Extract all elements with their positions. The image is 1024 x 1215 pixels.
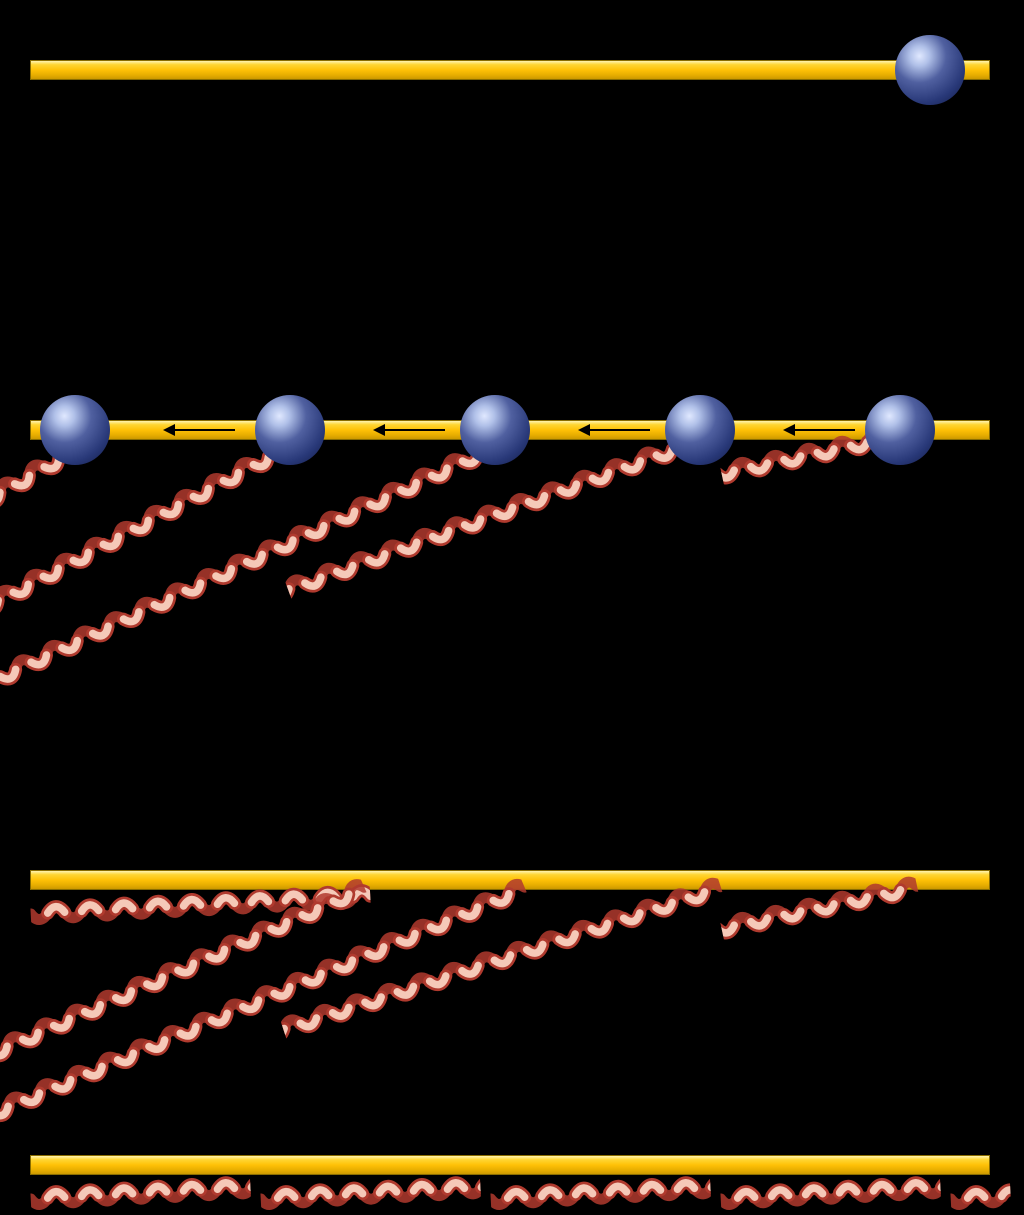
polymerase-sphere [865, 395, 935, 465]
polymerase-sphere [40, 395, 110, 465]
polymerase-sphere [895, 35, 965, 105]
direction-arrow [375, 429, 445, 431]
direction-arrow [785, 429, 855, 431]
polymerase-sphere [460, 395, 530, 465]
polymerase-sphere [665, 395, 735, 465]
polymerase-sphere [255, 395, 325, 465]
dna-template-bar [30, 1155, 990, 1175]
rna-transcript-helix [490, 1173, 711, 1212]
rna-transcript-helix [950, 1182, 1011, 1213]
rna-transcript-helix [720, 1173, 941, 1212]
rna-transcript-helix [30, 1173, 251, 1212]
dna-template-bar [30, 60, 990, 80]
rna-transcript-helix [260, 1173, 481, 1212]
direction-arrow [165, 429, 235, 431]
direction-arrow [580, 429, 650, 431]
